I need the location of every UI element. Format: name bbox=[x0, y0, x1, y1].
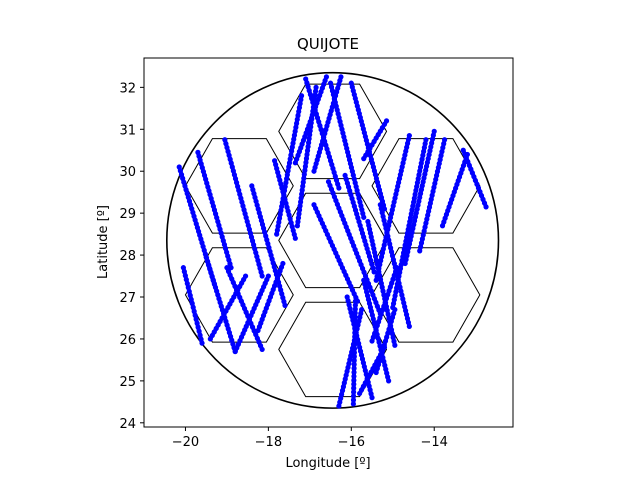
scan-track-22 bbox=[342, 172, 377, 275]
scan-track-29 bbox=[377, 202, 412, 329]
x-axis-label: Longitude [º] bbox=[285, 456, 370, 471]
scan-track-8 bbox=[224, 265, 265, 353]
y-axis-label: Latitude [º] bbox=[96, 205, 111, 279]
plot-marks bbox=[166, 71, 500, 409]
x-tick-label: −20 bbox=[172, 435, 199, 450]
scan-track-28 bbox=[460, 147, 489, 210]
x-tick-label: −14 bbox=[421, 435, 448, 450]
chart-title: QUIJOTE bbox=[297, 35, 359, 53]
scan-track-6 bbox=[180, 265, 205, 346]
y-tick-label: 30 bbox=[119, 165, 136, 180]
focal-plane-circle bbox=[166, 71, 500, 409]
scan-track-19 bbox=[361, 118, 390, 162]
scan-track-25 bbox=[402, 128, 437, 267]
x-tick-label: −18 bbox=[255, 435, 282, 450]
hexagon-5 bbox=[184, 247, 294, 343]
scan-track-12 bbox=[274, 93, 305, 237]
y-tick-label: 25 bbox=[119, 375, 136, 390]
scan-track-35 bbox=[336, 306, 365, 409]
scan-track-15 bbox=[311, 74, 344, 174]
y-tick-label: 32 bbox=[119, 81, 136, 96]
scan-track-27 bbox=[439, 151, 470, 229]
scan-track-3 bbox=[222, 137, 265, 279]
scan-track-16 bbox=[303, 76, 342, 191]
scan-track-7 bbox=[203, 254, 238, 355]
y-tick-label: 29 bbox=[119, 207, 136, 222]
ticks: −20 −18 −16 −14 24 25 26 27 28 29 30 31 32 bbox=[119, 81, 447, 450]
scan-track-2 bbox=[195, 149, 234, 271]
y-tick-label: 26 bbox=[119, 333, 136, 348]
hexagon-3 bbox=[371, 138, 481, 234]
scan-track-23 bbox=[373, 132, 412, 283]
scan-track-32 bbox=[361, 277, 392, 384]
x-tick-label: −16 bbox=[338, 435, 365, 450]
scan-track-37 bbox=[373, 306, 398, 376]
axes-frame bbox=[143, 57, 514, 428]
scan-track-9 bbox=[207, 273, 249, 342]
y-tick-label: 27 bbox=[119, 291, 136, 306]
scan-track-21 bbox=[325, 179, 383, 317]
y-tick-label: 28 bbox=[119, 249, 136, 264]
scan-track-17 bbox=[327, 80, 367, 220]
scan-track-26 bbox=[417, 137, 448, 254]
scan-track-11 bbox=[255, 260, 286, 334]
scan-track-10 bbox=[232, 273, 271, 355]
y-tick-label: 31 bbox=[119, 123, 136, 138]
y-tick-label: 24 bbox=[119, 417, 136, 432]
hexagon-1 bbox=[278, 83, 388, 180]
